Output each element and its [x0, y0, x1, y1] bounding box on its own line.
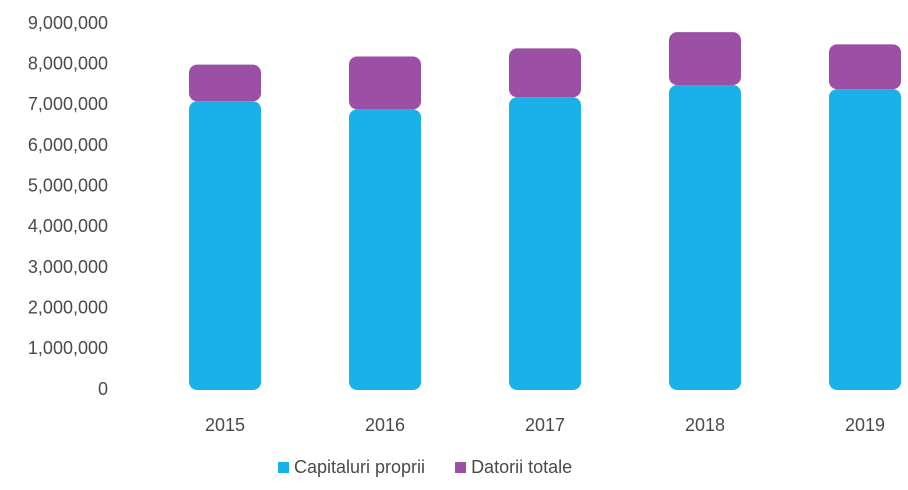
bar-segment	[829, 89, 901, 391]
y-tick-label: 0	[98, 379, 108, 399]
bar-segment	[509, 97, 581, 390]
x-tick-label: 2016	[365, 415, 405, 435]
y-tick-label: 9,000,000	[28, 13, 108, 33]
bar-segment	[669, 85, 741, 390]
bar-segment	[189, 101, 261, 391]
y-tick-label: 8,000,000	[28, 53, 108, 73]
y-tick-label: 5,000,000	[28, 175, 108, 195]
y-tick-label: 6,000,000	[28, 135, 108, 155]
legend-label: Datorii totale	[471, 457, 572, 477]
bar-segment	[509, 48, 581, 98]
bar-segment	[189, 64, 261, 102]
x-tick-label: 2015	[205, 415, 245, 435]
legend-label: Capitaluri proprii	[294, 457, 425, 477]
x-tick-label: 2019	[845, 415, 885, 435]
legend-swatch	[278, 462, 289, 473]
x-tick-label: 2017	[525, 415, 565, 435]
y-tick-label: 1,000,000	[28, 338, 108, 358]
x-tick-label: 2018	[685, 415, 725, 435]
bar-segment	[349, 109, 421, 391]
bar-segment	[829, 44, 901, 90]
y-tick-label: 3,000,000	[28, 257, 108, 277]
bar-segment	[669, 32, 741, 85]
y-tick-label: 4,000,000	[28, 216, 108, 236]
legend-swatch	[455, 462, 467, 473]
y-tick-label: 7,000,000	[28, 94, 108, 114]
y-tick-label: 2,000,000	[28, 297, 108, 317]
bar-segment	[349, 56, 421, 110]
